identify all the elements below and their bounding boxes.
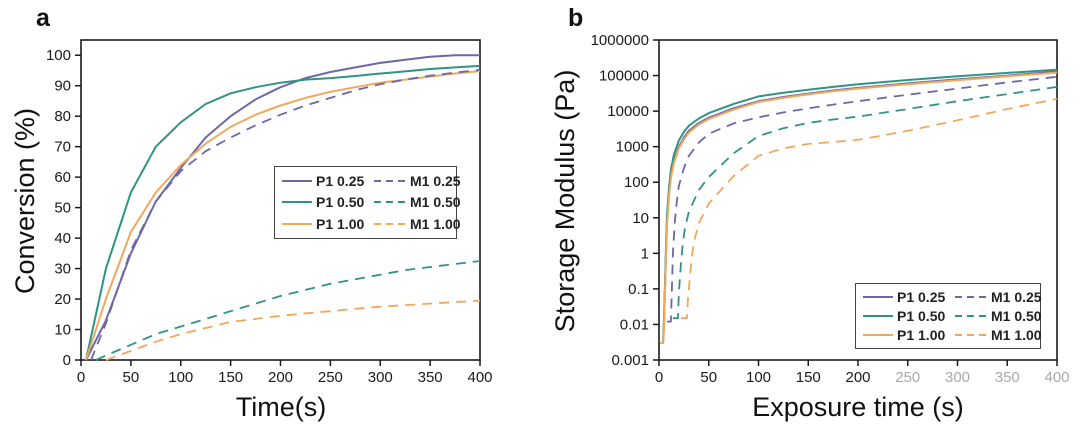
legend-label: M1 0.25 [410,172,461,189]
legend-label: M1 0.50 [410,194,461,211]
legend-row: P1 1.00 M1 1.00 [863,327,1042,344]
legend-label: M1 0.50 [991,307,1042,324]
y-tick-label-a: 100 [46,47,71,64]
x-tick-label-b: 200 [845,369,870,386]
legend-solid-line-sample [282,223,312,226]
x-tick-label-b: 350 [995,369,1020,386]
x-tick-label-b: 50 [700,369,717,386]
x-tick-label-b: 250 [895,369,920,386]
legend-row: P1 0.25 M1 0.25 [863,288,1042,305]
y-tick-label-b: 1 [641,245,649,262]
legend-label: P1 0.25 [897,288,946,305]
legend-dashed-line-sample [955,314,987,317]
x-axis-title-b: Exposure time (s) [752,392,964,422]
y-tick-label-b: 0.001 [611,352,649,369]
legend-solid-line-sample [863,314,893,317]
x-tick-label-a: 300 [368,369,393,386]
y-tick-label-b: 10 [632,210,649,227]
legend-label: P1 1.00 [897,327,946,344]
legend-row: P1 0.50 M1 0.50 [863,307,1042,324]
y-tick-label-b: 0.01 [620,316,649,333]
x-tick-label-a: 50 [123,369,140,386]
y-tick-label-a: 0 [63,352,71,369]
y-tick-label-a: 90 [54,78,71,95]
legend-dashed-line-sample [955,334,987,337]
legend-panel-a: P1 0.25 M1 0.25 P1 0.50 M1 0.50 P1 1.00 M1 1.… [274,166,461,239]
legend-row: P1 0.25 M1 0.25 [282,172,461,189]
legend-solid-line-sample [863,334,893,337]
curve-p1-0-25-a [85,54,480,361]
legend-dashed-line-sample [374,223,406,226]
y-tick-label-a: 40 [54,230,71,247]
y-tick-label-a: 30 [54,261,71,278]
legend-label: M1 1.00 [410,216,461,233]
y-tick-label-b: 1000 [616,139,649,156]
y-tick-label-a: 10 [54,322,71,339]
legend-dashed-line-sample [374,201,406,204]
panel-label-b: b [568,4,584,32]
legend-solid-line-sample [863,295,893,298]
curve-m1-0-50-a [95,260,481,361]
y-tick-label-b: 0.1 [628,281,649,298]
legend-dashed-line-sample [374,179,406,182]
x-tick-label-b: 150 [796,369,821,386]
curve-m1-1-00-a [105,299,481,361]
x-tick-label-a: 150 [218,369,243,386]
legend-row: P1 1.00 M1 1.00 [282,216,461,233]
y-tick-label-b: 100 [624,174,649,191]
curve-m1-0-25-a [90,69,481,361]
y-axis-title-b: Storage Modulus (Pa) [550,69,580,333]
legend-label: M1 1.00 [991,327,1042,344]
legend-label: M1 0.25 [991,288,1042,305]
x-tick-label-a: 200 [268,369,293,386]
legend-panel-b: P1 0.25 M1 0.25 P1 0.50 M1 0.50 P1 1.00 M1 1.… [855,283,1042,349]
y-tick-label-a: 50 [54,200,71,217]
y-tick-label-b: 100000 [599,68,649,85]
y-tick-label-a: 70 [54,139,71,156]
y-tick-label-a: 60 [54,169,71,186]
curve-p1-1-00-b [660,71,1058,344]
y-tick-label-a: 80 [54,108,71,125]
x-tick-label-b: 400 [1044,369,1069,386]
legend-label: P1 1.00 [316,216,365,233]
x-tick-label-b: 0 [655,369,663,386]
legend-row: P1 0.50 M1 0.50 [282,194,461,211]
x-tick-label-b: 100 [746,369,771,386]
legend-solid-line-sample [282,201,312,204]
y-axis-title-a: Conversion (%) [10,107,40,295]
x-tick-label-b: 300 [945,369,970,386]
curve-m1-0-50-b [672,86,1058,320]
y-tick-label-b: 1000000 [591,32,649,49]
panel-label-a: a [36,4,50,32]
y-tick-label-a: 20 [54,291,71,308]
x-tick-label-a: 400 [467,369,492,386]
x-tick-label-a: 100 [168,369,193,386]
x-axis-title-a: Time(s) [235,392,327,422]
x-tick-label-a: 0 [77,369,85,386]
curve-m1-1-00-b [680,98,1058,320]
legend-solid-line-sample [282,179,312,182]
legend-label: P1 0.25 [316,172,365,189]
x-tick-label-a: 350 [418,369,443,386]
curve-p1-0-50-a [85,64,481,361]
legend-label: P1 0.50 [316,194,365,211]
legend-label: P1 0.50 [897,307,946,324]
x-tick-label-a: 250 [318,369,343,386]
y-tick-label-b: 10000 [607,103,649,120]
legend-dashed-line-sample [955,295,987,298]
